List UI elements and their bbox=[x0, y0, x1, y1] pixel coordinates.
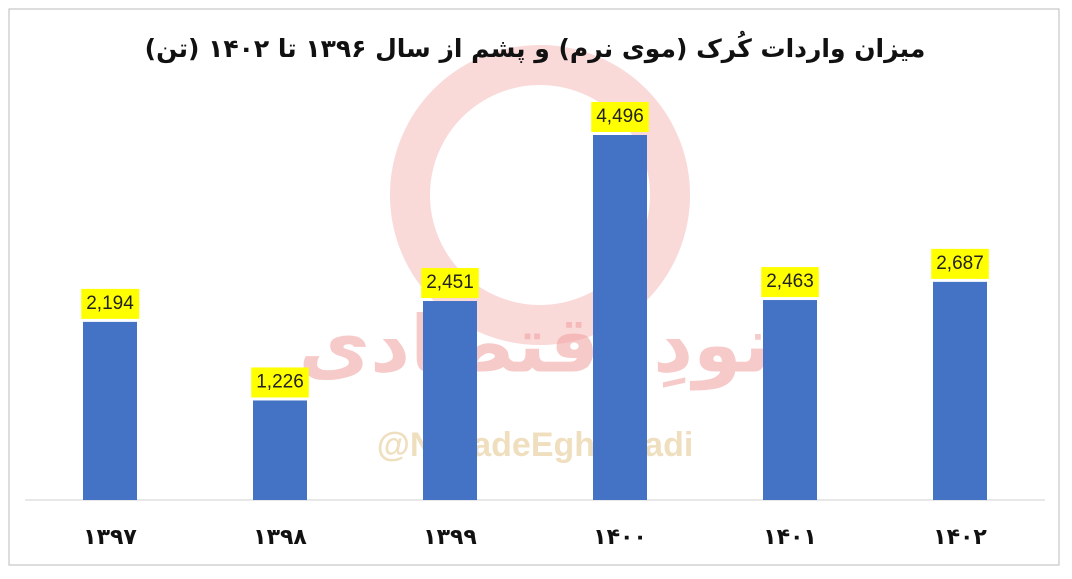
x-tick-label: ۱۴۰۲ bbox=[933, 525, 987, 550]
bar bbox=[83, 321, 137, 500]
value-label-background bbox=[81, 288, 140, 319]
value-label-background bbox=[761, 267, 819, 298]
chart-title: میزان واردات کُرک (موی نرم) و پشم از سال… bbox=[145, 31, 926, 64]
chart-frame bbox=[8, 8, 1060, 566]
value-label-background bbox=[591, 102, 649, 132]
x-tick-label: ۱۳۹۹ bbox=[423, 525, 477, 550]
value-label-background bbox=[251, 367, 309, 398]
watermark-logo bbox=[390, 45, 690, 345]
value-label: 2,194 bbox=[86, 293, 134, 314]
x-tick-label: ۱۳۹۷ bbox=[83, 525, 137, 550]
value-label: 2,451 bbox=[426, 272, 474, 293]
value-label-background bbox=[421, 268, 479, 299]
watermark: نودِ اقتصادی bbox=[299, 300, 772, 390]
bar bbox=[253, 400, 307, 500]
value-label: 2,463 bbox=[766, 271, 814, 292]
bar bbox=[423, 301, 477, 500]
bar bbox=[763, 300, 817, 500]
value-label-background bbox=[931, 248, 989, 279]
x-tick-label: ۱۳۹۸ bbox=[253, 525, 307, 550]
value-label: 1,226 bbox=[256, 371, 304, 392]
bar bbox=[933, 281, 987, 500]
bar bbox=[593, 135, 647, 500]
value-label: 4,496 bbox=[596, 106, 644, 127]
x-tick-label: ۱۴۰۰ bbox=[593, 525, 647, 550]
value-label: 2,687 bbox=[936, 253, 984, 274]
x-tick-label: ۱۴۰۱ bbox=[763, 525, 817, 550]
